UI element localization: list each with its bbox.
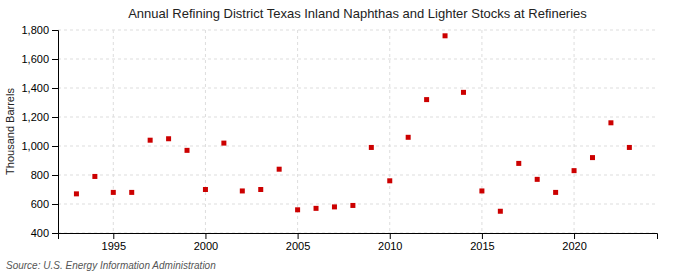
point bbox=[498, 209, 503, 214]
point bbox=[553, 190, 558, 195]
point bbox=[424, 97, 429, 102]
tick: 800 bbox=[31, 169, 58, 181]
point bbox=[516, 161, 521, 166]
point bbox=[221, 141, 226, 146]
tick: 1,800 bbox=[21, 24, 58, 36]
point bbox=[203, 187, 208, 192]
tick: 2020 bbox=[562, 233, 586, 252]
tick-label: 2000 bbox=[194, 240, 218, 252]
y-axis: 400 600 800 1,000 1,200 1,400 1,600 1,800 bbox=[21, 24, 58, 239]
point bbox=[627, 145, 632, 150]
point bbox=[572, 168, 577, 173]
title: Annual Refining District Texas Inland Na… bbox=[128, 6, 587, 21]
tick: 2015 bbox=[470, 233, 494, 252]
grid-line bbox=[574, 30, 575, 233]
tick: 2005 bbox=[286, 233, 310, 252]
tick: 1,000 bbox=[21, 140, 58, 152]
grid-line bbox=[297, 30, 298, 233]
point bbox=[461, 90, 466, 95]
grid-line bbox=[113, 30, 114, 233]
x-axis: 1995 2000 2005 2010 2015 2020 bbox=[59, 233, 658, 252]
tick: 1,400 bbox=[21, 82, 58, 94]
point bbox=[258, 187, 263, 192]
grid-line bbox=[58, 59, 657, 60]
tick-mark bbox=[298, 233, 299, 239]
tick-label: 1995 bbox=[102, 240, 126, 252]
point bbox=[608, 120, 613, 125]
tick-label: 1,400 bbox=[21, 82, 49, 94]
tick-mark bbox=[52, 175, 58, 176]
tick-label: 1,000 bbox=[21, 140, 49, 152]
grid-line bbox=[205, 30, 206, 233]
tick: 400 bbox=[31, 227, 58, 239]
point bbox=[74, 191, 79, 196]
tick-mark bbox=[52, 59, 58, 60]
grid-line bbox=[389, 30, 390, 233]
point bbox=[332, 204, 337, 209]
plot: 1995 2000 2005 2010 2015 2020 400 600 800 1,000 1,… bbox=[21, 24, 657, 252]
grid-line bbox=[58, 146, 657, 147]
point bbox=[590, 155, 595, 160]
point bbox=[479, 188, 484, 193]
point bbox=[111, 190, 116, 195]
tick-label: 600 bbox=[31, 198, 49, 210]
axis-line bbox=[52, 31, 59, 234]
source-note: Source: U.S. Energy Information Administ… bbox=[6, 260, 216, 271]
point bbox=[369, 145, 374, 150]
tick: 1,600 bbox=[21, 53, 58, 65]
tick: 600 bbox=[31, 198, 58, 210]
point bbox=[314, 206, 319, 211]
tick-mark bbox=[52, 88, 58, 89]
tick-mark bbox=[390, 233, 391, 239]
tick-label: 2005 bbox=[286, 240, 310, 252]
grid bbox=[58, 30, 657, 233]
tick: 1995 bbox=[102, 233, 126, 252]
tick: 2010 bbox=[378, 233, 402, 252]
point bbox=[92, 174, 97, 179]
point bbox=[295, 207, 300, 212]
tick-label: 2015 bbox=[470, 240, 494, 252]
grid-line bbox=[58, 175, 657, 176]
tick-label: 800 bbox=[31, 169, 49, 181]
tick-mark bbox=[52, 204, 58, 205]
point bbox=[277, 167, 282, 172]
point bbox=[185, 148, 190, 153]
tick-label: 1,600 bbox=[21, 53, 49, 65]
y-axis-title: Thousand Barrels bbox=[4, 88, 16, 175]
point bbox=[387, 178, 392, 183]
grid-line bbox=[58, 30, 657, 31]
point bbox=[240, 188, 245, 193]
grid-line bbox=[58, 204, 657, 205]
point bbox=[166, 136, 171, 141]
tick-mark bbox=[52, 146, 58, 147]
tick: 1,200 bbox=[21, 111, 58, 123]
grid-line bbox=[481, 30, 482, 233]
points bbox=[74, 33, 632, 213]
point bbox=[148, 138, 153, 143]
point bbox=[350, 203, 355, 208]
tick: 2000 bbox=[194, 233, 218, 252]
grid-line bbox=[58, 117, 657, 118]
tick-label: 2010 bbox=[378, 240, 402, 252]
tick-mark bbox=[52, 117, 58, 118]
point bbox=[535, 177, 540, 182]
tick-mark bbox=[113, 233, 114, 239]
tick-mark bbox=[482, 233, 483, 239]
point bbox=[129, 190, 134, 195]
tick-mark bbox=[52, 233, 58, 234]
tick-label: 2020 bbox=[562, 240, 586, 252]
tick-label: 1,200 bbox=[21, 111, 49, 123]
chart: 1995 2000 2005 2010 2015 2020 400 600 800 1,000 1,… bbox=[0, 0, 675, 275]
axis-line bbox=[59, 234, 658, 240]
tick-mark bbox=[574, 233, 575, 239]
grid-line bbox=[58, 88, 657, 89]
point bbox=[443, 33, 448, 38]
tick-label: 1,800 bbox=[21, 24, 49, 36]
tick-label: 400 bbox=[31, 227, 49, 239]
point bbox=[406, 135, 411, 140]
tick-mark bbox=[52, 30, 58, 31]
tick-mark bbox=[205, 233, 206, 239]
